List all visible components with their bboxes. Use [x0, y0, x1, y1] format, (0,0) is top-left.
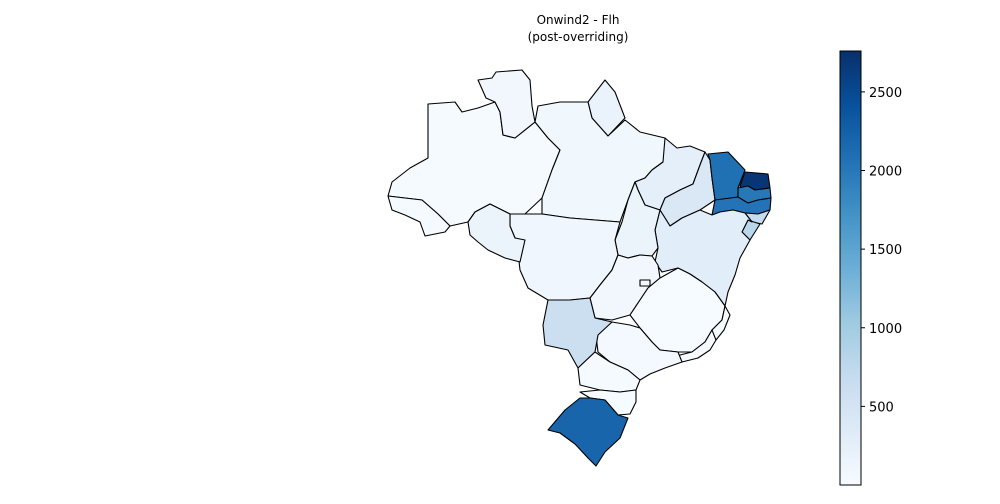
colorbar-tick-label: 500	[869, 400, 894, 415]
colorbar-gradient	[839, 50, 862, 486]
brazil-states	[387, 69, 772, 467]
state-RO	[467, 203, 526, 263]
state-MS	[542, 297, 613, 369]
state-PR	[577, 351, 641, 393]
colorbar-tick-label: 1000	[869, 322, 902, 337]
colorbar: 500 1000 1500 2000 2500	[839, 50, 902, 486]
colorbar-tick-label: 1500	[869, 243, 902, 258]
chart-title: Onwind2 - Flh	[536, 13, 620, 27]
colorbar-ticks: 500 1000 1500 2000 2500	[861, 86, 902, 415]
chart-subtitle: (post-overriding)	[527, 30, 629, 44]
state-DF	[639, 279, 651, 287]
state-RS	[547, 397, 629, 467]
state-BA	[654, 209, 753, 307]
state-AC	[387, 195, 451, 237]
colorbar-tick-label: 2000	[869, 165, 902, 180]
colorbar-tick-label: 2500	[869, 86, 902, 101]
